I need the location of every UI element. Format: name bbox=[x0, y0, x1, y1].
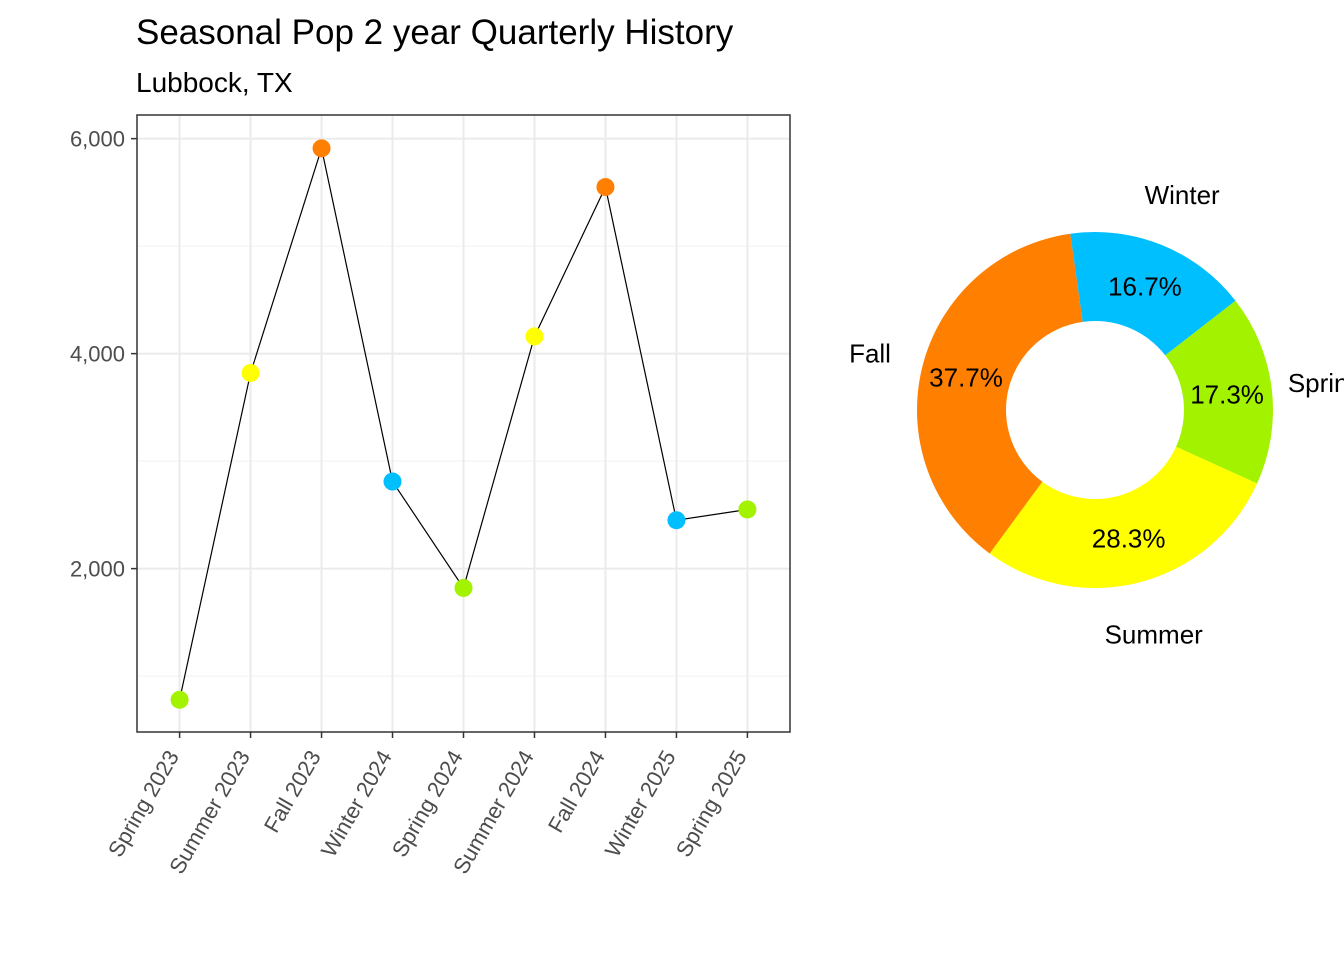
data-point bbox=[170, 690, 189, 709]
slice-name-label: Winter bbox=[1145, 180, 1220, 210]
donut-slice bbox=[989, 446, 1258, 588]
grid-major bbox=[137, 115, 790, 732]
slice-percent-label: 17.3% bbox=[1190, 379, 1264, 409]
slice-name-label: Fall bbox=[849, 338, 891, 368]
slice-name-label: Spring bbox=[1288, 368, 1344, 398]
donut-outer-labels: Winter Spring Summer Fall bbox=[849, 180, 1344, 649]
donut-slice bbox=[1070, 231, 1236, 356]
x-tick-label: Spring 2024 bbox=[387, 746, 468, 861]
x-tick-label: Fall 2023 bbox=[259, 746, 326, 837]
slice-name-label: Summer bbox=[1105, 619, 1204, 649]
data-point bbox=[241, 363, 260, 382]
chart-subtitle: Lubbock, TX bbox=[136, 67, 293, 98]
chart-title: Seasonal Pop 2 year Quarterly History bbox=[136, 13, 734, 52]
x-tick-label: Winter 2025 bbox=[600, 746, 681, 861]
donut-percent-labels: 16.7% 17.3% 28.3% 37.7% bbox=[929, 272, 1264, 554]
data-point bbox=[312, 139, 331, 158]
data-points bbox=[170, 139, 757, 709]
slice-percent-label: 28.3% bbox=[1092, 524, 1166, 554]
data-point bbox=[454, 578, 473, 597]
data-point bbox=[738, 500, 757, 519]
donut-slices bbox=[917, 231, 1273, 588]
x-tick-label: Winter 2024 bbox=[316, 746, 397, 861]
y-tick-label: 2,000 bbox=[70, 557, 125, 582]
y-tick-label: 4,000 bbox=[70, 342, 125, 367]
x-tick-label: Fall 2024 bbox=[543, 746, 610, 837]
y-tick-label: 6,000 bbox=[70, 127, 125, 152]
data-point bbox=[667, 511, 686, 530]
data-point bbox=[525, 327, 544, 346]
donut-slice bbox=[917, 233, 1083, 554]
slice-percent-label: 16.7% bbox=[1108, 272, 1182, 302]
x-tick-label: Spring 2023 bbox=[103, 746, 184, 861]
data-point bbox=[383, 472, 402, 491]
slice-percent-label: 37.7% bbox=[929, 363, 1003, 393]
y-axis: 2,000 4,000 6,000 bbox=[70, 127, 137, 582]
donut-chart: 16.7% 17.3% 28.3% 37.7% Winter Spring Summer F… bbox=[849, 180, 1344, 649]
donut-slice bbox=[1165, 300, 1273, 484]
x-tick-label: Spring 2025 bbox=[671, 746, 752, 861]
data-point bbox=[596, 178, 615, 197]
